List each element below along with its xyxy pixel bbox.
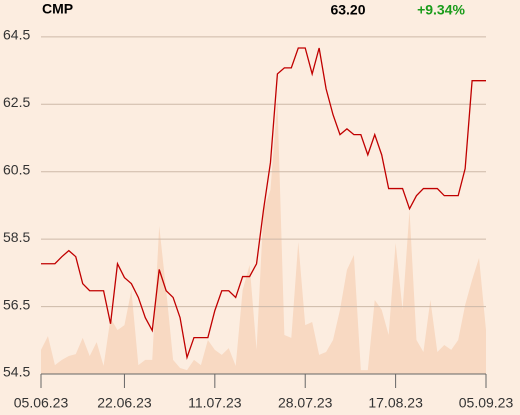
y-tick-label: 54.5 (3, 364, 30, 380)
y-tick-label: 64.5 (3, 27, 30, 43)
change: +9.34% (417, 2, 465, 18)
x-tick-label: 22.06.23 (97, 395, 152, 411)
y-tick-label: 62.5 (3, 94, 30, 110)
volume-area (41, 100, 486, 374)
x-tick-label: 17.08.23 (368, 395, 423, 411)
series-name: CMP (42, 1, 73, 17)
price-line (41, 47, 486, 361)
x-tick-label: 05.06.23 (14, 395, 69, 411)
y-tick-label: 60.5 (3, 161, 30, 177)
x-tick-label: 11.07.23 (188, 395, 242, 411)
y-tick-label: 56.5 (3, 296, 30, 312)
x-tick-label: 28.07.23 (278, 395, 333, 411)
y-tick-label: 58.5 (3, 229, 30, 245)
last-price: 63.20 (330, 2, 365, 18)
x-tick-label: 05.09.23 (459, 395, 514, 411)
